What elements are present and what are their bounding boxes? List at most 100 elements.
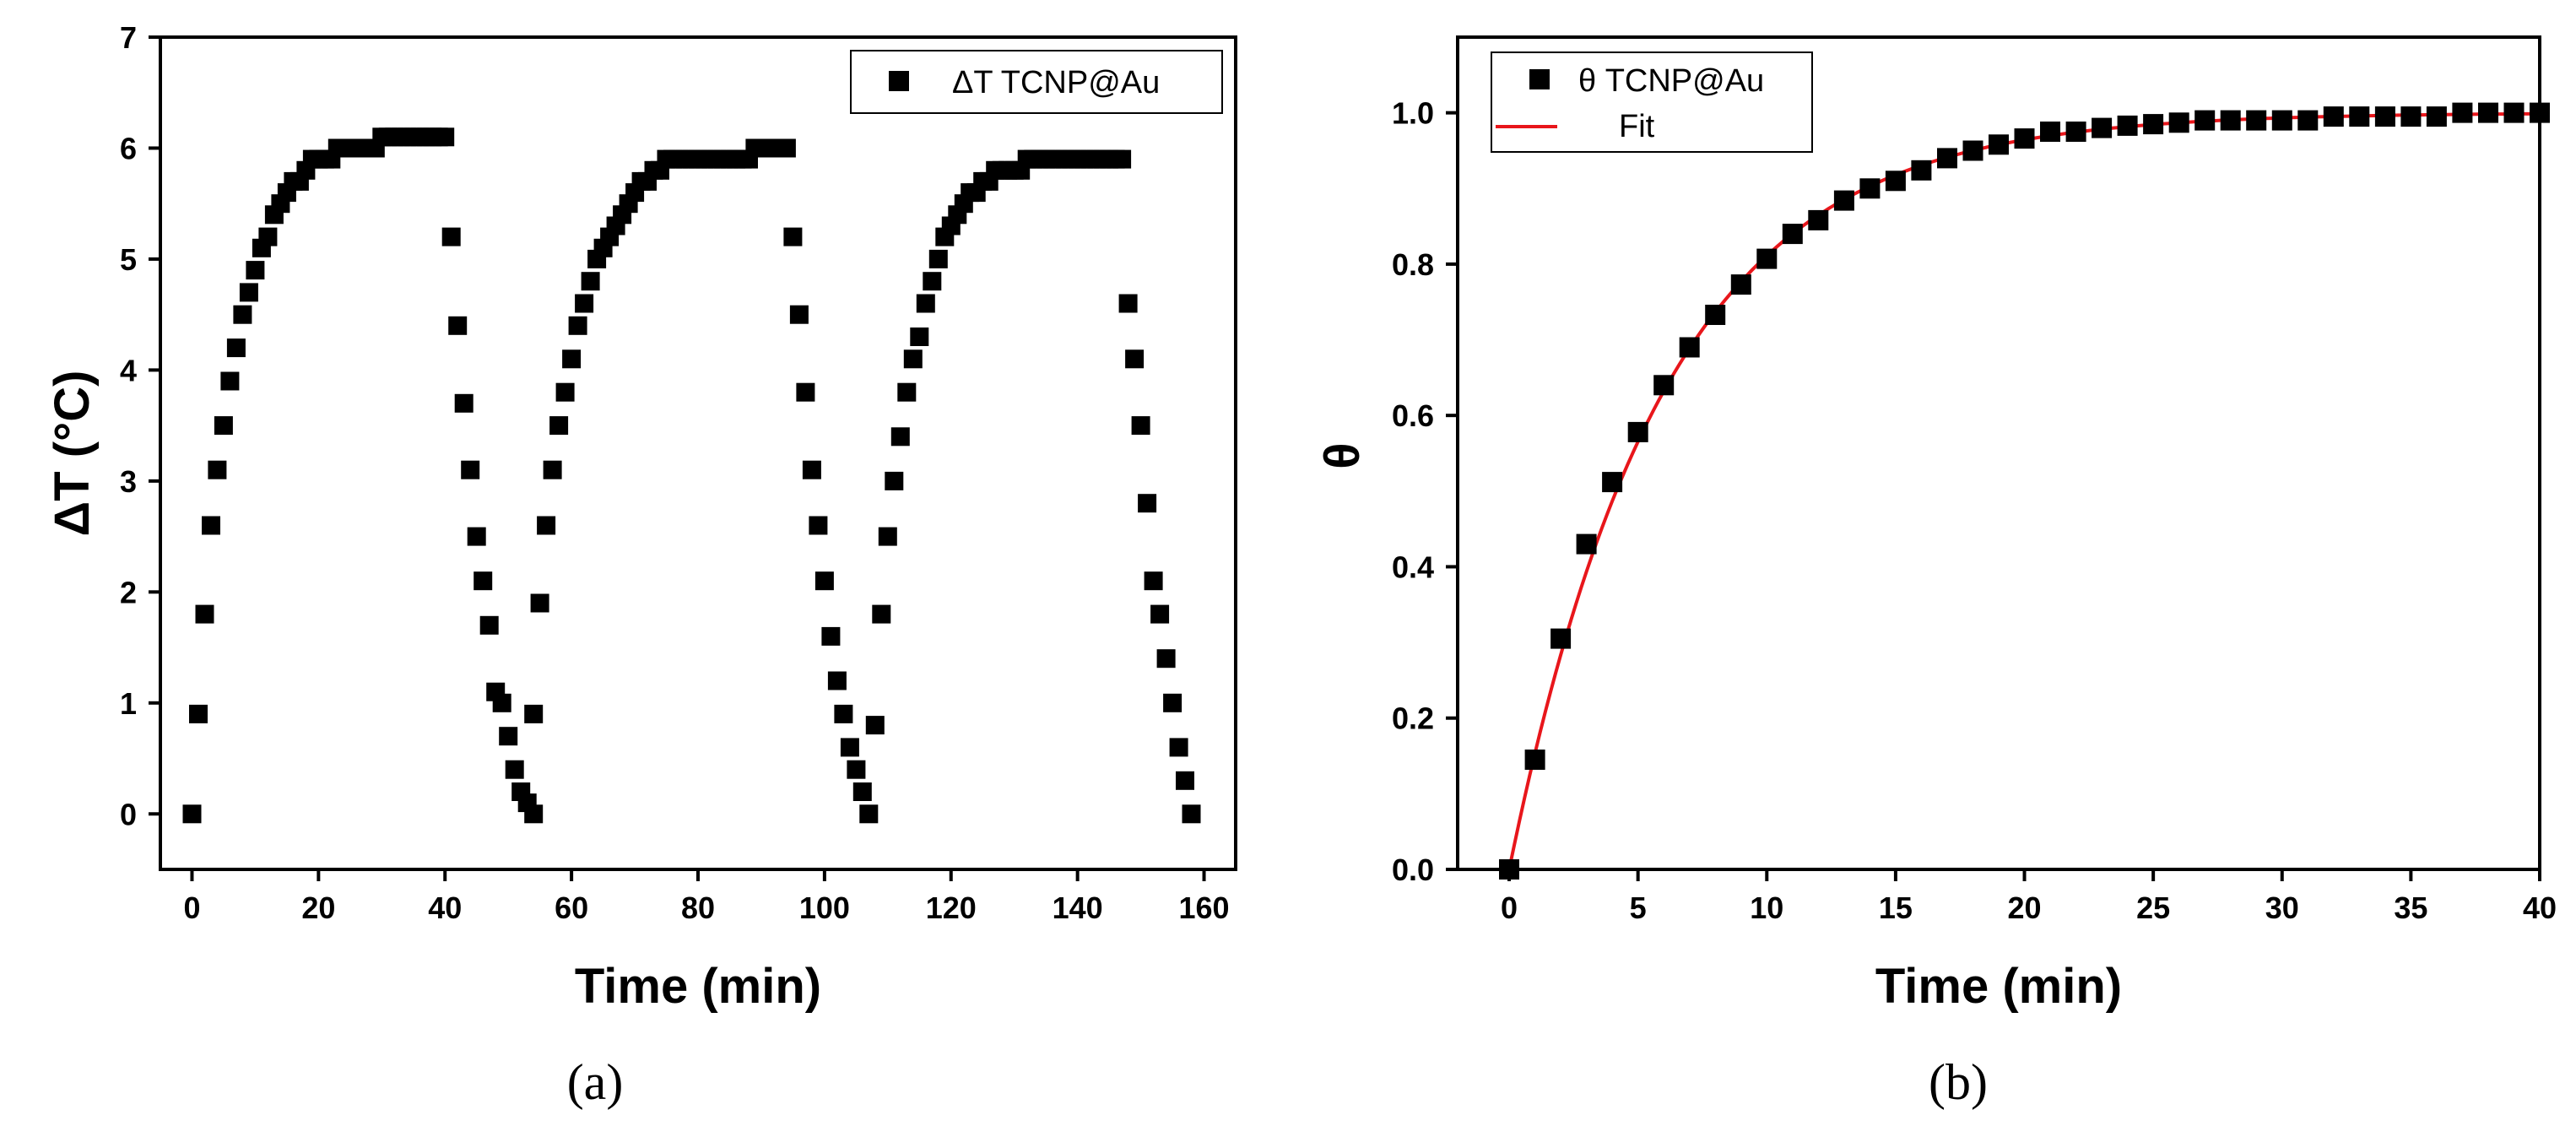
data-point-a-4 [208,460,227,479]
data-point-a-105 [840,738,859,757]
data-point-a-64 [581,272,600,291]
data-point-a-114 [897,382,917,402]
data-point-a-157 [1169,738,1188,757]
data-point-a-8 [233,305,252,324]
y-tick-label-a-2: 2 [120,575,137,609]
data-point-a-111 [878,527,897,546]
x-tick-label-a-1: 20 [301,891,335,925]
data-point-b-0 [1499,859,1519,880]
legend-label-a: ΔT TCNP@Au [952,65,1160,100]
data-point-a-150 [1125,349,1145,369]
data-point-b-11 [1782,224,1803,245]
data-point-b-5 [1627,421,1648,442]
legend-box-b [1491,51,1813,153]
data-point-a-151 [1131,416,1150,436]
data-point-a-60 [555,382,575,402]
data-point-b-12 [1808,209,1829,230]
data-point-a-47 [479,615,499,635]
x-tick-label-b-7: 35 [2394,891,2427,925]
x-tick-label-b-8: 40 [2523,891,2557,925]
data-point-a-56 [530,593,549,613]
data-point-b-8 [1705,305,1726,325]
data-point-a-40 [436,127,455,147]
data-point-b-32 [2323,106,2344,127]
y-tick-label-a-3: 3 [120,464,137,499]
data-point-b-38 [2478,102,2498,123]
tick-group-b: 0 5 10 15 20 25 30 35 40 0.0 0.2 0.4 0.6 0.8 1.0 [1392,96,2557,925]
y-tick-label-b-2: 0.4 [1392,549,1434,584]
x-tick-label-a-6: 120 [926,891,977,925]
x-tick-label-a-3: 60 [555,891,588,925]
data-point-a-116 [910,328,929,346]
y-tick-label-b-1: 0.2 [1392,701,1434,736]
data-point-a-43 [454,393,474,413]
data-point-b-10 [1756,248,1778,269]
legend-marker-b [1529,69,1550,89]
y-tick-label-a-4: 4 [120,353,137,387]
data-points-a [182,127,1201,824]
x-tick-label-b-0: 0 [1501,891,1518,925]
x-axis-title-b: Time (min) [1875,959,2122,1014]
data-point-b-27 [2194,110,2216,131]
data-point-b-28 [2220,110,2241,131]
y-tick-label-a-5: 5 [120,242,137,277]
data-point-b-4 [1602,472,1623,493]
data-point-a-5 [214,416,233,436]
x-tick-label-b-2: 10 [1750,891,1783,925]
data-point-a-102 [821,626,841,646]
data-point-b-30 [2271,110,2292,131]
x-tick-label-a-7: 140 [1053,891,1103,925]
data-point-a-46 [474,571,493,591]
data-point-a-117 [916,294,935,313]
data-point-a-148 [1112,149,1132,169]
x-tick-label-a-8: 160 [1178,891,1229,925]
y-tick-label-b-5: 1.0 [1392,96,1434,131]
data-point-a-154 [1150,604,1170,624]
y-tick-label-b-4: 0.8 [1392,247,1434,282]
data-point-a-118 [923,272,942,291]
data-point-a-149 [1118,294,1138,313]
data-point-a-1 [189,704,208,723]
data-point-a-9 [239,283,258,302]
data-point-b-24 [2117,115,2138,136]
data-point-a-41 [441,227,461,246]
data-point-a-100 [809,516,828,535]
legend-a: ΔT TCNP@Au [850,50,1223,114]
data-point-b-36 [2426,106,2447,127]
x-tick-label-b-4: 20 [2008,891,2042,925]
x-tick-label-b-5: 25 [2136,891,2170,925]
data-point-b-37 [2452,102,2473,123]
data-point-a-61 [562,349,582,369]
data-point-b-34 [2374,106,2395,127]
data-point-a-96 [783,227,803,246]
data-point-a-6 [220,371,240,391]
legend-marker-a [889,71,909,91]
data-point-a-54 [524,804,544,824]
data-point-a-104 [834,704,853,723]
data-point-a-110 [872,604,891,624]
data-point-a-58 [543,460,562,479]
data-point-b-40 [2530,102,2550,123]
data-point-b-3 [1576,533,1597,555]
data-point-b-9 [1730,274,1751,295]
data-point-b-13 [1833,190,1854,211]
data-point-a-152 [1138,494,1157,513]
legend-box-a [850,50,1223,114]
data-point-b-39 [2503,102,2525,123]
data-point-b-26 [2168,112,2189,133]
y-tick-label-b-3: 0.6 [1392,398,1434,433]
data-point-a-156 [1163,693,1182,712]
data-point-b-17 [1937,148,1957,169]
data-point-a-113 [890,427,910,447]
legend-label-b-fit: Fit [1619,109,1655,144]
data-point-b-33 [2349,106,2370,127]
y-tick-label-b-0: 0.0 [1392,853,1434,887]
data-point-b-23 [2092,117,2113,138]
panel-a: 0 20 40 60 80 100 120 140 160 0 1 2 3 4 5 6 7 Time (min)… [45,20,1237,1110]
panel-label-b: (b) [1929,1054,1988,1110]
data-point-a-99 [802,460,821,479]
data-point-a-109 [865,716,885,735]
data-point-b-18 [1962,140,1983,161]
data-point-a-103 [827,671,847,690]
